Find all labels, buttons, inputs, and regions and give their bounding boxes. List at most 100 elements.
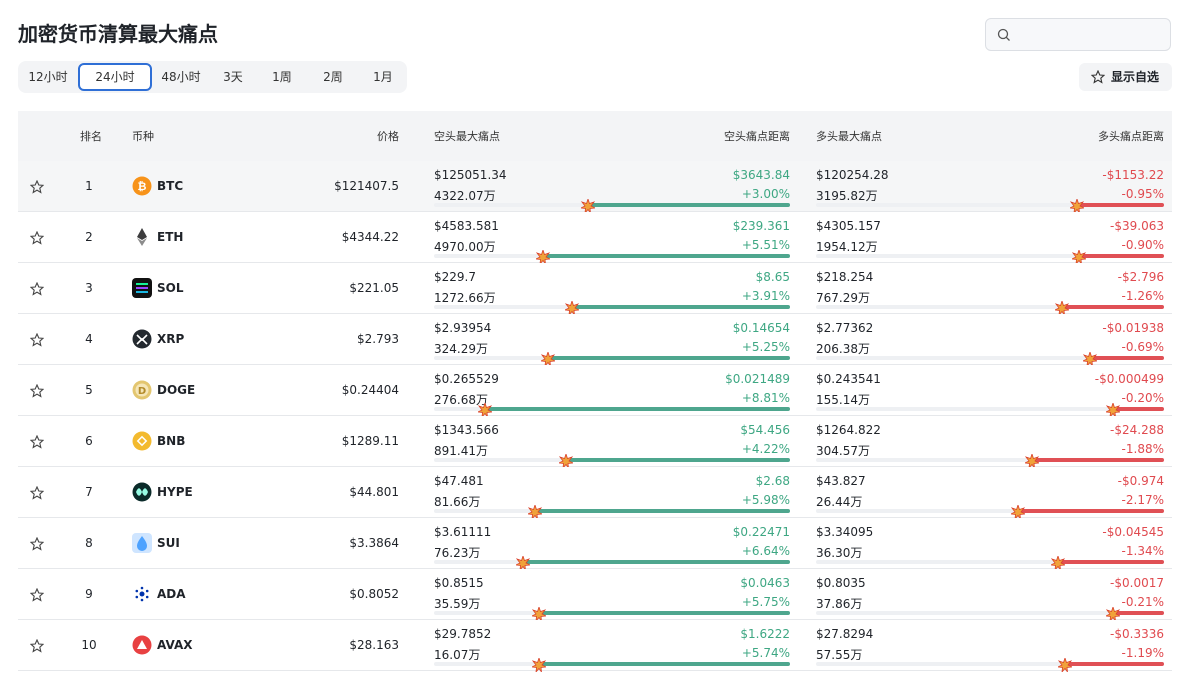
long-bar	[1075, 203, 1164, 207]
short-bar	[542, 254, 790, 258]
short-bar	[587, 203, 790, 207]
long-bar	[1112, 407, 1164, 411]
long-bar	[1056, 560, 1164, 564]
time-tab[interactable]: 12小时	[28, 70, 68, 84]
short-distance-pct: +5.98%	[741, 493, 790, 507]
coin-symbol: BNB	[157, 434, 186, 448]
liquidation-marker	[476, 401, 494, 421]
rank: 8	[85, 536, 93, 550]
short-bar	[483, 407, 790, 411]
price: $44.801	[349, 485, 399, 499]
long-amount: 304.57万	[816, 444, 870, 458]
column-header: 空头痛点距离	[724, 130, 790, 143]
favorite-star[interactable]	[29, 332, 45, 351]
favorite-star[interactable]	[29, 638, 45, 657]
liquidation-marker	[526, 503, 544, 523]
price: $4344.22	[341, 230, 399, 244]
short-distance: $2.68	[755, 474, 790, 488]
short-max-pain: $1343.566	[434, 423, 499, 437]
long-distance-pct: -0.95%	[1121, 187, 1164, 201]
short-amount: 1272.66万	[434, 291, 496, 305]
short-bar	[534, 509, 790, 513]
short-max-pain: $2.93954	[434, 321, 492, 335]
coin-symbol: SOL	[157, 281, 184, 295]
liquidation-marker	[557, 452, 575, 472]
short-max-pain: $29.7852	[434, 627, 492, 641]
liquidation-marker	[1104, 605, 1122, 625]
short-bar	[570, 305, 790, 309]
liquidation-marker	[1081, 350, 1099, 370]
long-distance: -$0.974	[1117, 474, 1164, 488]
short-max-pain: $3.61111	[434, 525, 492, 539]
short-distance-pct: +6.64%	[741, 544, 790, 558]
short-distance-pct: +5.25%	[741, 340, 790, 354]
short-amount: 276.68万	[434, 393, 488, 407]
favorite-star[interactable]	[29, 434, 45, 453]
long-distance-pct: -1.19%	[1121, 646, 1164, 660]
coin-icon	[132, 533, 152, 557]
short-distance-pct: +4.22%	[741, 442, 790, 456]
favorite-star[interactable]	[29, 485, 45, 504]
long-max-pain: $218.254	[816, 270, 874, 284]
long-distance-pct: -1.26%	[1121, 289, 1164, 303]
svg-text:₿: ₿	[138, 180, 147, 193]
short-distance: $0.0463	[740, 576, 790, 590]
favorites-button[interactable]: 显示自选	[1079, 63, 1172, 91]
rank: 1	[85, 179, 93, 193]
time-tab[interactable]: 3天	[223, 70, 243, 84]
time-tab[interactable]: 1周	[272, 70, 292, 84]
price: $2.793	[357, 332, 399, 346]
long-distance-pct: -1.88%	[1121, 442, 1164, 456]
liquidation-marker	[1071, 248, 1088, 268]
coin-symbol: DOGE	[157, 383, 196, 397]
long-distance-pct: -0.21%	[1121, 595, 1164, 609]
coin-icon	[132, 584, 152, 608]
long-bar	[1060, 305, 1164, 309]
long-distance: -$0.01938	[1102, 321, 1164, 335]
favorite-star[interactable]	[29, 281, 45, 300]
favorite-star[interactable]	[29, 230, 45, 249]
rank: 3	[85, 281, 93, 295]
svg-text:D: D	[138, 386, 146, 397]
coin-icon: D	[132, 380, 152, 404]
short-amount: 81.66万	[434, 495, 481, 509]
long-amount: 155.14万	[816, 393, 870, 407]
bar-track	[816, 458, 1164, 462]
time-tabs: 12小时 24小时 48小时 3天 1周 2周 1月	[18, 61, 407, 93]
bar-track	[816, 356, 1164, 360]
coin-icon	[132, 482, 152, 506]
time-tab[interactable]: 2周	[323, 70, 343, 84]
long-amount: 37.86万	[816, 597, 863, 611]
long-distance-pct: -0.69%	[1121, 340, 1164, 354]
favorite-star[interactable]	[29, 179, 45, 198]
short-bar	[522, 560, 790, 564]
short-bar	[565, 458, 790, 462]
coin-icon	[132, 278, 152, 302]
favorite-star[interactable]	[29, 587, 45, 606]
column-header: 多头最大痛点	[816, 130, 882, 143]
price: $121407.5	[334, 179, 399, 193]
favorite-star[interactable]	[29, 536, 45, 555]
liquidation-marker	[1023, 452, 1041, 472]
rank: 6	[85, 434, 93, 448]
coin-icon	[132, 431, 152, 455]
search-box[interactable]	[985, 18, 1171, 51]
bar-track	[816, 509, 1164, 513]
favorite-star[interactable]	[29, 383, 45, 402]
price: $0.24404	[341, 383, 399, 397]
long-max-pain: $4305.157	[816, 219, 881, 233]
liquidation-marker	[535, 248, 552, 268]
short-amount: 35.59万	[434, 597, 481, 611]
price: $1289.11	[341, 434, 399, 448]
short-distance: $3643.84	[732, 168, 790, 182]
search-icon	[997, 28, 1010, 41]
column-header: 多头痛点距离	[1098, 130, 1164, 143]
bar-track	[816, 203, 1164, 207]
long-distance: -$39.063	[1110, 219, 1164, 233]
time-tab[interactable]: 1月	[373, 70, 393, 84]
long-distance: -$0.3336	[1110, 627, 1164, 641]
coin-symbol: AVAX	[157, 638, 193, 652]
liquidation-marker	[530, 656, 548, 676]
time-tab[interactable]: 24小时	[78, 63, 152, 91]
time-tab[interactable]: 48小时	[161, 70, 201, 84]
